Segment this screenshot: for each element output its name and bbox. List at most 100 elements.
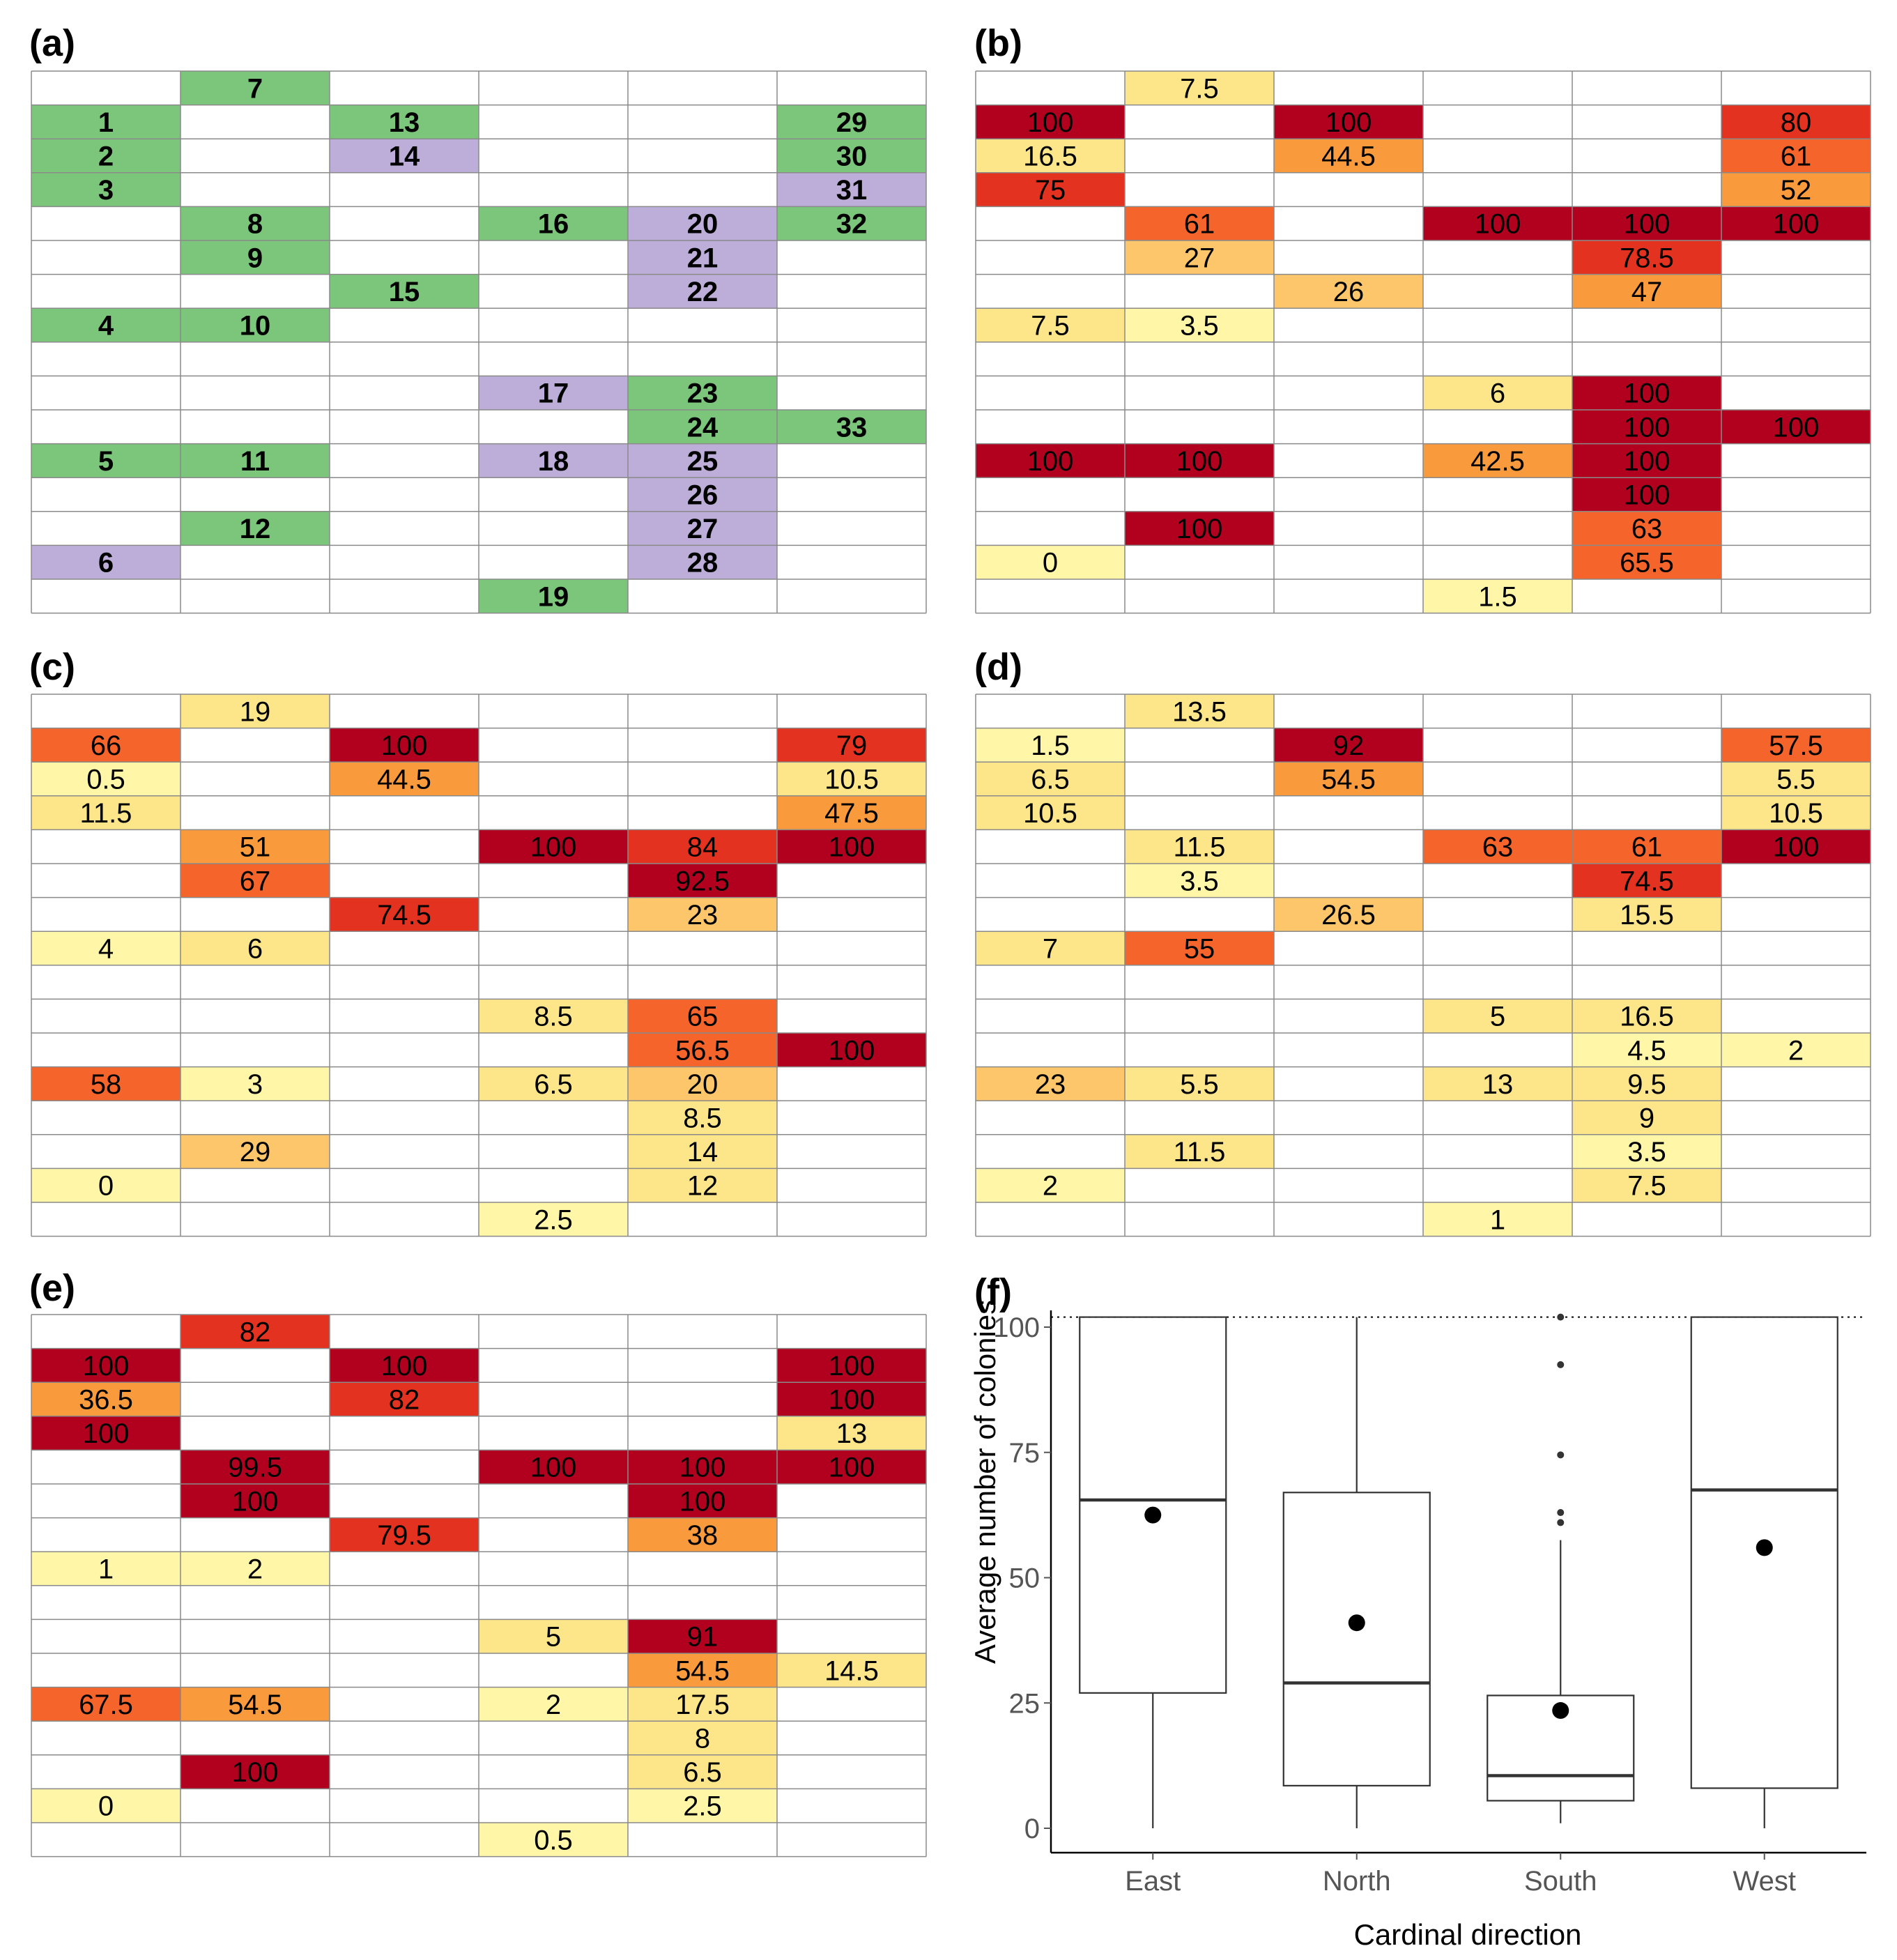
cell-value: 6.5	[1031, 765, 1070, 795]
cell-a-11-1	[181, 443, 330, 478]
cell-a-4-3	[479, 206, 628, 240]
cell-value: 92	[1333, 730, 1365, 761]
cell-value: 100	[83, 1351, 130, 1381]
cell-c-14-0	[31, 1168, 181, 1202]
cell-value: 24	[687, 412, 719, 443]
cell-value: 80	[1781, 107, 1812, 138]
cell-c-2-0	[31, 762, 181, 796]
cell-value: 5.5	[1180, 1069, 1219, 1100]
x-tick-label: South	[1524, 1866, 1597, 1897]
cell-d-2-2	[1274, 762, 1423, 796]
cell-a-11-3	[479, 443, 628, 478]
cell-d-11-3	[1423, 1066, 1572, 1101]
cell-value: 10.5	[1769, 798, 1823, 829]
box-iqr	[1690, 1316, 1838, 1789]
cell-b-12-4	[1572, 477, 1721, 512]
cell-value: 54.5	[675, 1655, 730, 1686]
cell-value: 5	[1490, 1002, 1505, 1032]
cell-d-7-1	[1125, 931, 1274, 965]
cell-value: 82	[389, 1385, 420, 1416]
cell-value: 84	[687, 832, 719, 863]
cell-value: 100	[530, 832, 577, 863]
cell-value: 13.5	[1172, 696, 1227, 727]
cell-value: 3	[247, 1069, 263, 1100]
cell-value: 29	[240, 1137, 271, 1167]
cell-value: 63	[1631, 514, 1663, 544]
cell-c-7-0	[31, 931, 181, 965]
cell-b-14-4	[1572, 545, 1721, 579]
cell-a-15-3	[479, 579, 628, 613]
cell-value: 1.5	[1031, 730, 1070, 761]
outlier-point	[1557, 1509, 1565, 1517]
cell-value: 18	[538, 446, 569, 477]
cell-b-14-0	[976, 545, 1125, 579]
cell-c-11-4	[628, 1066, 777, 1101]
cell-d-7-0	[976, 931, 1125, 965]
cell-e-4-1	[181, 1450, 330, 1484]
cell-value: 91	[687, 1622, 719, 1653]
cell-value: 23	[1035, 1069, 1066, 1100]
cell-value: 0.5	[86, 765, 125, 795]
cell-c-4-3	[479, 829, 628, 864]
x-tick-label: East	[1125, 1866, 1181, 1897]
cell-c-3-0	[31, 795, 181, 830]
cell-value: 100	[232, 1757, 279, 1788]
cell-c-9-4	[628, 999, 777, 1033]
cell-value: 42.5	[1470, 446, 1525, 477]
cell-e-3-0	[31, 1416, 181, 1450]
cell-value: 15	[389, 277, 420, 307]
cell-value: 12	[687, 1171, 719, 1202]
cell-e-13-1	[181, 1754, 330, 1789]
cell-value: 6	[98, 548, 114, 579]
cell-value: 33	[836, 412, 868, 443]
cell-value: 100	[1624, 209, 1671, 240]
cell-value: 2	[546, 1690, 561, 1720]
cell-b-9-3	[1423, 376, 1572, 410]
cell-e-2-0	[31, 1382, 181, 1416]
cell-value: 0	[98, 1791, 114, 1822]
cell-d-15-3	[1423, 1202, 1572, 1237]
y-axis-title: Average number of colonies	[969, 1300, 1001, 1664]
cell-b-7-1	[1125, 308, 1274, 342]
cell-value: 47.5	[824, 798, 879, 829]
cell-c-6-2	[330, 897, 479, 932]
cell-value: 6	[1490, 378, 1505, 409]
cell-e-9-4	[628, 1619, 777, 1653]
cell-b-6-4	[1572, 274, 1721, 309]
cell-c-11-3	[479, 1066, 628, 1101]
cell-value: 6.5	[683, 1757, 722, 1788]
box-iqr	[1487, 1694, 1635, 1802]
cell-value: 3.5	[1180, 311, 1219, 342]
cell-a-11-0	[31, 443, 181, 478]
cell-a-1-5	[777, 105, 926, 139]
cell-d-9-4	[1572, 999, 1721, 1033]
cell-e-0-1	[181, 1315, 330, 1349]
cell-value: 52	[1781, 175, 1812, 206]
cell-d-13-4	[1572, 1134, 1721, 1169]
cell-value: 61	[1781, 141, 1812, 172]
cell-value: 100	[679, 1486, 726, 1517]
panel-d: (d)13.51.5 92 57.56.5 54.5 5.510.5 10.511.5 63…	[974, 646, 1871, 1237]
cell-value: 79	[836, 730, 868, 761]
cell-value: 58	[91, 1069, 122, 1100]
cell-value: 6.5	[534, 1069, 573, 1100]
cell-a-11-4	[628, 443, 777, 478]
cell-value: 30	[836, 141, 868, 172]
cell-a-3-5	[777, 172, 926, 207]
cell-value: 4	[98, 311, 114, 342]
cell-d-2-5	[1721, 762, 1871, 796]
cell-a-2-2	[330, 139, 479, 173]
box-south: South	[1487, 1313, 1635, 1897]
cell-value: 100	[530, 1453, 577, 1483]
cell-value: 3	[98, 175, 114, 206]
cell-a-0-1	[181, 71, 330, 105]
cell-d-10-4	[1572, 1033, 1721, 1067]
cell-b-11-1	[1125, 443, 1274, 478]
cell-c-4-1	[181, 829, 330, 864]
cell-a-9-3	[479, 376, 628, 410]
cell-d-4-4	[1572, 829, 1721, 864]
cell-c-5-4	[628, 864, 777, 898]
cell-value: 100	[829, 1035, 875, 1066]
cell-e-13-4	[628, 1754, 777, 1789]
